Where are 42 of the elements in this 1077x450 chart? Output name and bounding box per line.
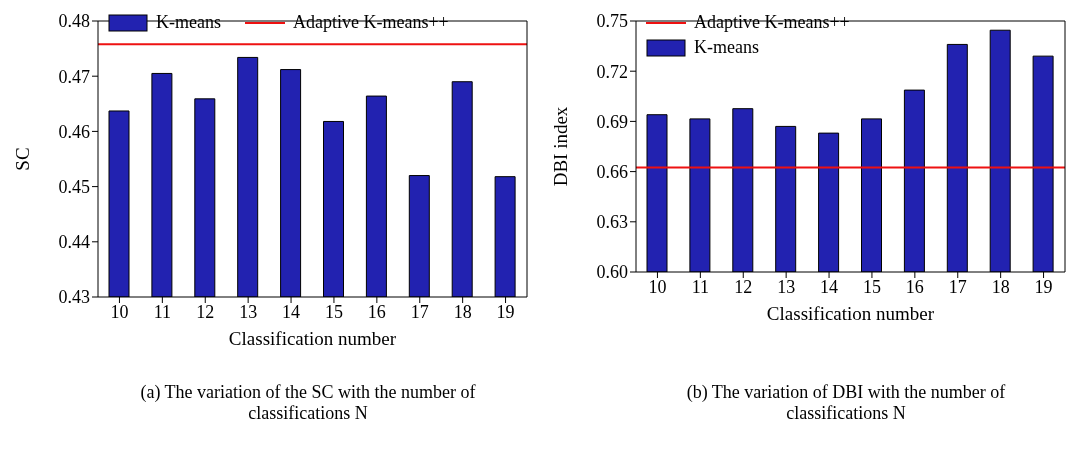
- legend-label: K-means: [694, 37, 759, 58]
- legend-label: Adaptive K-means++: [694, 12, 850, 33]
- x-axis-title: Classification number: [766, 303, 935, 324]
- x-tick-label: 12: [196, 301, 215, 322]
- x-tick-label: 17: [410, 301, 429, 322]
- y-tick-label: 0.46: [58, 121, 90, 142]
- x-tick-label: 12: [734, 276, 753, 297]
- x-tick-label: 10: [110, 301, 129, 322]
- legend-label: Adaptive K-means++: [292, 12, 449, 33]
- x-tick-label: 10: [648, 276, 667, 297]
- legend-label: K-means: [156, 12, 221, 33]
- x-tick-label: 19: [496, 301, 515, 322]
- x-tick-label: 16: [905, 276, 924, 297]
- y-tick-label: 0.60: [596, 262, 628, 283]
- x-tick-label: 15: [862, 276, 881, 297]
- y-tick-label: 0.69: [596, 111, 628, 132]
- y-tick-label: 0.43: [58, 287, 90, 308]
- y-tick-label: 0.72: [596, 61, 628, 82]
- x-tick-label: 11: [153, 301, 172, 322]
- x-tick-label: 11: [691, 276, 710, 297]
- y-tick-label: 0.75: [596, 11, 628, 32]
- text: (b) The variation of DBI with the number of classifications N: [685, 382, 1007, 424]
- x-tick-label: 16: [367, 301, 386, 322]
- y-axis-title: SC: [11, 147, 33, 171]
- y-axis-title: DBI index: [549, 106, 571, 187]
- x-tick-label: 19: [1034, 276, 1053, 297]
- y-tick-label: 0.47: [58, 66, 90, 87]
- y-tick-label: 0.48: [58, 11, 90, 32]
- y-tick-label: 0.66: [596, 161, 628, 182]
- x-tick-label: 14: [820, 276, 839, 297]
- y-tick-label: 0.44: [58, 232, 90, 253]
- y-tick-label: 0.45: [58, 176, 90, 197]
- x-tick-label: 17: [948, 276, 967, 297]
- x-tick-label: 18: [453, 301, 472, 322]
- x-tick-label: 15: [324, 301, 343, 322]
- x-axis-title: Classification number: [228, 328, 397, 349]
- y-tick-label: 0.63: [596, 212, 628, 233]
- x-tick-label: 13: [239, 301, 258, 322]
- x-tick-label: 13: [777, 276, 796, 297]
- x-tick-label: 14: [282, 301, 301, 322]
- text: (a) The variation of the SC with the number of classifications N: [139, 382, 477, 424]
- x-tick-label: 18: [991, 276, 1010, 297]
